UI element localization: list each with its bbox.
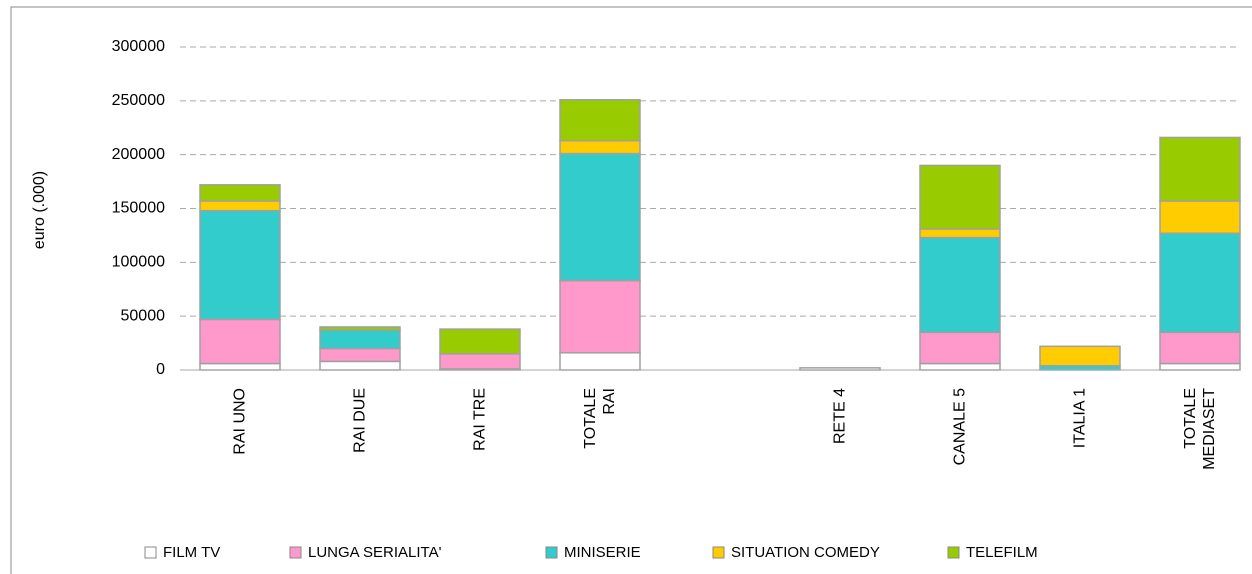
y-tick-label: 200000 (112, 146, 165, 163)
bar-segment (199, 318, 281, 365)
legend-swatch (545, 546, 558, 559)
y-tick-label: 150000 (112, 200, 165, 217)
bar-segment (919, 362, 1001, 371)
y-tick-label: 250000 (112, 92, 165, 109)
bar-segment (1159, 200, 1241, 235)
bar-segment (559, 352, 641, 371)
bar-segment (559, 139, 641, 155)
bar-segment (199, 200, 281, 212)
x-tick-label: CANALE 5 (951, 388, 969, 466)
bar-segment (919, 331, 1001, 365)
bar-segment (1039, 345, 1121, 367)
bar-segment (199, 362, 281, 371)
y-tick-label: 50000 (121, 307, 166, 324)
legend-label: MINISERIE (564, 544, 641, 561)
legend-label: LUNGA SERIALITA' (308, 544, 442, 561)
bar-segment (319, 326, 401, 331)
bar-segment (199, 209, 281, 321)
legend-label: FILM TV (163, 544, 220, 561)
legend-label: TELEFILM (966, 544, 1038, 561)
x-tick-label: TOTALE MEDIASET (1182, 388, 1218, 470)
bar-segment (559, 99, 641, 142)
bar-segment (439, 328, 521, 355)
legend-label: SITUATION COMEDY (731, 544, 880, 561)
bar-segment (319, 360, 401, 371)
bar-segment (439, 353, 521, 370)
x-tick-label: TOTALE RAI (582, 388, 618, 449)
legend-swatch (289, 546, 302, 559)
legend-swatch (712, 546, 725, 559)
y-tick-label: 100000 (112, 254, 165, 271)
bar-segment (1159, 232, 1241, 334)
bar-segment (559, 279, 641, 354)
bar-segment (559, 152, 641, 282)
y-tick-label: 300000 (112, 38, 165, 55)
legend-swatch (947, 546, 960, 559)
bar-segment (1159, 362, 1241, 371)
bar-segment (319, 347, 401, 363)
x-tick-label: RAI DUE (351, 388, 369, 453)
frame (10, 6, 1252, 574)
bar-segment (1159, 331, 1241, 365)
bar-segment (319, 329, 401, 350)
x-tick-label: RAI UNO (231, 388, 249, 455)
bar-segment (919, 228, 1001, 239)
x-tick-label: RAI TRE (471, 388, 489, 451)
bar-segment (919, 236, 1001, 334)
y-axis-label: euro (.000) (31, 171, 48, 249)
x-tick-label: RETE 4 (831, 388, 849, 445)
x-tick-label: ITALIA 1 (1071, 388, 1089, 449)
bar-segment (919, 164, 1001, 230)
bar-segment (199, 184, 281, 202)
legend-swatch (144, 546, 157, 559)
bar-segment (1159, 136, 1241, 202)
y-tick-label: 0 (156, 361, 165, 378)
